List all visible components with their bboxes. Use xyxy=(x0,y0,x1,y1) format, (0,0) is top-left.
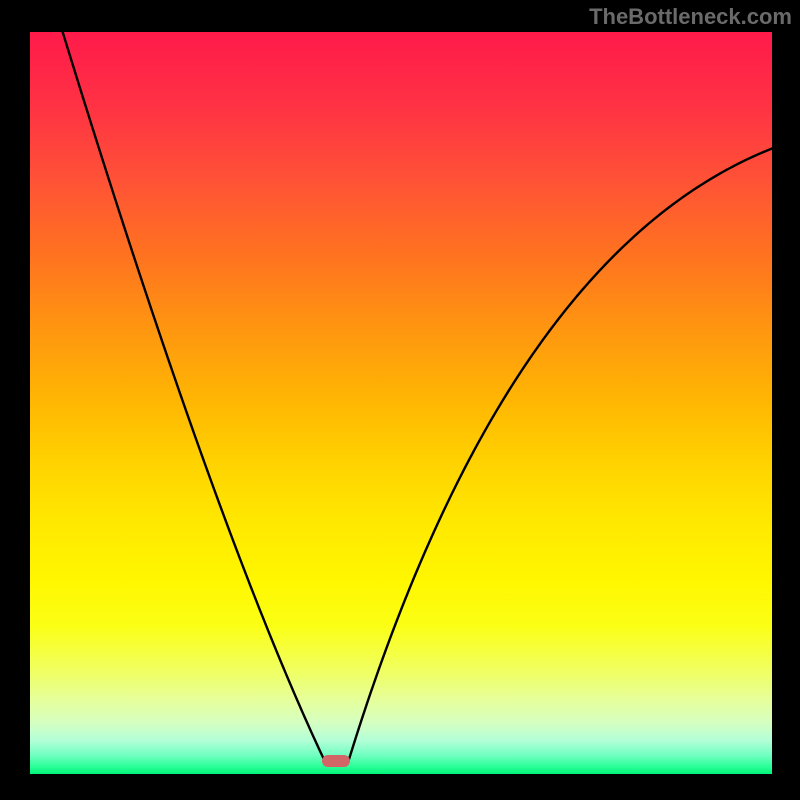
optimal-point-marker xyxy=(322,755,350,767)
chart-container: TheBottleneck.com xyxy=(0,0,800,800)
curve-branch xyxy=(63,32,324,759)
bottleneck-curve xyxy=(30,32,772,774)
curve-branch xyxy=(349,148,772,759)
plot-area xyxy=(30,32,772,774)
watermark-text: TheBottleneck.com xyxy=(589,4,792,30)
